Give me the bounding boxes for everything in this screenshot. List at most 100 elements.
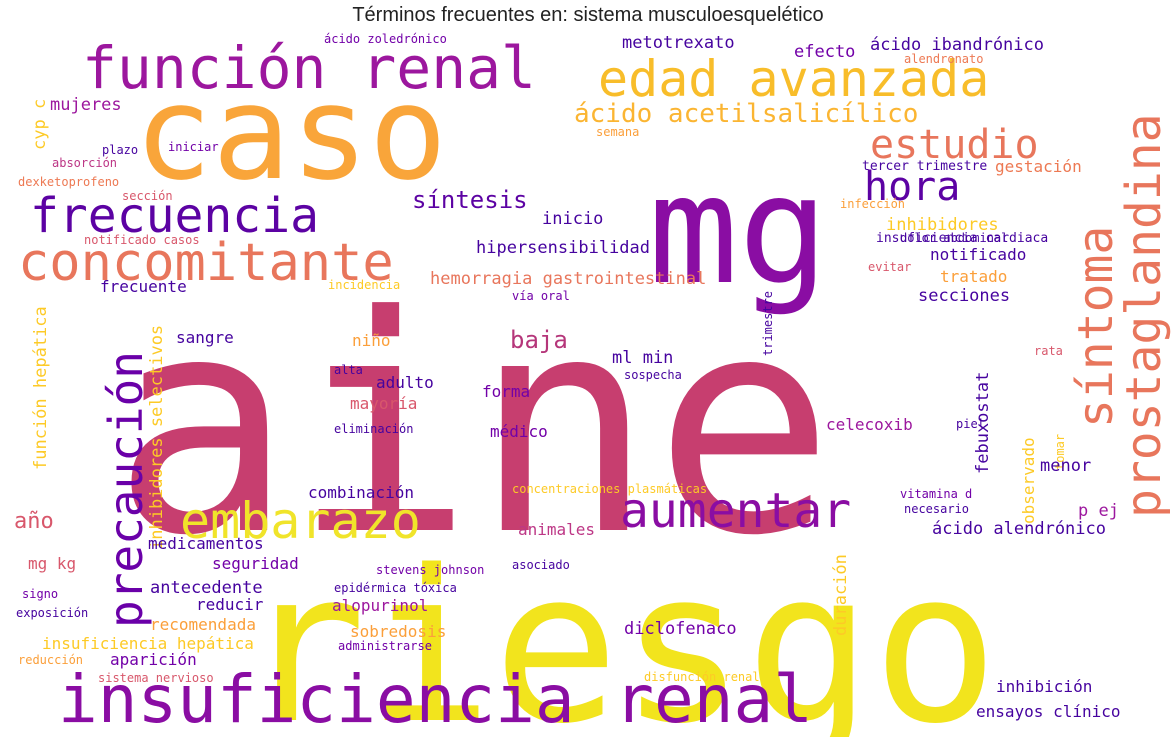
word-34: semana xyxy=(596,125,639,139)
word-99: inhibición xyxy=(996,677,1092,696)
word-46: frecuente xyxy=(100,277,187,296)
word-92: diclofenaco xyxy=(624,619,737,639)
word-63: eliminación xyxy=(334,422,413,436)
word-85: epidérmica tóxica xyxy=(334,581,457,595)
word-76: animales xyxy=(518,520,595,539)
word-77: ácido alendrónico xyxy=(932,519,1106,539)
word-44: evitar xyxy=(868,260,911,274)
word-8: concomitante xyxy=(18,233,394,293)
word-60: sospecha xyxy=(624,368,682,382)
word-96: administrarse xyxy=(338,639,432,653)
word-15: estudio xyxy=(870,122,1039,168)
word-23: efecto xyxy=(794,42,855,62)
word-56: febuxostat xyxy=(973,372,993,474)
word-40: insuficiencia cardiaca xyxy=(876,231,1048,246)
word-82: asociado xyxy=(512,558,570,572)
word-9: frecuencia xyxy=(30,188,319,244)
word-51: función hepática xyxy=(31,306,51,470)
word-95: reducción xyxy=(18,653,83,667)
word-93: insuficiencia hepática xyxy=(42,634,254,653)
word-86: duración xyxy=(831,554,851,636)
word-94: aparición xyxy=(110,650,197,669)
word-45: tratado xyxy=(940,267,1007,286)
word-84: antecedente xyxy=(150,578,263,598)
word-14: aumentar xyxy=(620,483,851,539)
word-52: inhibidores selectivos xyxy=(147,325,167,550)
word-70: combinación xyxy=(308,483,414,502)
word-80: seguridad xyxy=(212,554,299,573)
word-3: caso xyxy=(134,57,447,209)
word-72: vitamina d xyxy=(900,487,972,501)
word-49: secciones xyxy=(918,286,1010,306)
word-38: inhibidores xyxy=(886,215,999,235)
word-41: dolor abdominal xyxy=(900,231,1008,245)
word-21: hemorragia gastrointestinal xyxy=(430,269,706,289)
word-36: gestación xyxy=(995,157,1082,176)
word-27: mujeres xyxy=(50,95,122,115)
word-28: cyp c xyxy=(30,99,50,150)
word-10: prostaglandina xyxy=(1116,113,1172,518)
word-55: ml min xyxy=(612,348,673,368)
word-18: síntesis xyxy=(412,186,528,214)
word-81: stevens johnson xyxy=(376,563,484,577)
word-48: vía oral xyxy=(512,289,570,303)
word-54: niño xyxy=(352,331,391,350)
word-97: sistema nervioso xyxy=(98,671,214,685)
word-42: notificado xyxy=(930,245,1026,264)
word-12: precaución xyxy=(99,351,153,628)
word-33: sección xyxy=(122,189,173,203)
word-58: alta xyxy=(334,363,363,377)
word-20: hipersensibilidad xyxy=(476,238,650,258)
word-57: rata xyxy=(1034,344,1063,358)
word-73: necesario xyxy=(904,502,969,516)
word-88: alopurinol xyxy=(332,596,428,615)
word-67: tomar xyxy=(1053,434,1067,470)
word-53: sangre xyxy=(176,328,234,347)
word-4: mg xyxy=(648,144,829,318)
word-65: celecoxib xyxy=(826,415,913,434)
word-71: concentraciones plasmáticas xyxy=(512,482,707,496)
word-66: piel xyxy=(956,417,985,431)
word-19: baja xyxy=(510,326,568,354)
word-79: mg kg xyxy=(28,554,76,573)
word-78: medicamentos xyxy=(148,534,264,553)
word-6: función renal xyxy=(82,34,536,102)
word-32: dexketoprofeno xyxy=(18,175,119,189)
word-69: año xyxy=(14,509,54,534)
word-91: sobredosis xyxy=(350,622,446,641)
word-24: ácido ibandrónico xyxy=(870,35,1044,55)
word-74: observado xyxy=(1019,437,1038,524)
word-43: notificado casos xyxy=(84,233,200,247)
word-35: tercer trimestre xyxy=(862,159,987,174)
word-25: alendronato xyxy=(904,52,983,66)
word-13: embarazo xyxy=(180,492,421,550)
word-64: médico xyxy=(490,422,548,441)
word-62: forma xyxy=(482,382,530,401)
word-17: ácido acetilsalicílico xyxy=(574,99,918,129)
word-61: mayoría xyxy=(350,394,417,413)
word-22: metotrexato xyxy=(622,33,735,53)
word-87: reducir xyxy=(196,595,264,614)
chart-title: Términos frecuentes en: sistema musculoe… xyxy=(352,4,824,26)
word-37: infección xyxy=(840,197,905,211)
word-30: iniciar xyxy=(168,140,219,154)
word-90: recomendada xyxy=(150,615,256,634)
word-7: edad avanzada xyxy=(598,50,989,108)
word-89: exposición xyxy=(16,606,88,620)
word-50: trimestre xyxy=(761,291,775,356)
word-68: menor xyxy=(1040,456,1091,476)
word-11: síntoma xyxy=(1068,226,1124,428)
word-100: ensayos clínico xyxy=(976,702,1121,721)
word-39: inicio xyxy=(542,209,603,229)
word-29: plazo xyxy=(102,143,138,157)
word-31: absorción xyxy=(52,156,117,170)
word-1: aine xyxy=(112,252,834,601)
word-59: adulto xyxy=(376,373,434,392)
word-26: ácido zoledrónico xyxy=(324,32,447,46)
word-47: incidencia xyxy=(328,278,400,292)
word-83: signo xyxy=(22,587,58,601)
word-98: disfunción renal xyxy=(644,670,760,684)
word-16: hora xyxy=(864,164,960,210)
word-75: p ej xyxy=(1078,501,1119,521)
